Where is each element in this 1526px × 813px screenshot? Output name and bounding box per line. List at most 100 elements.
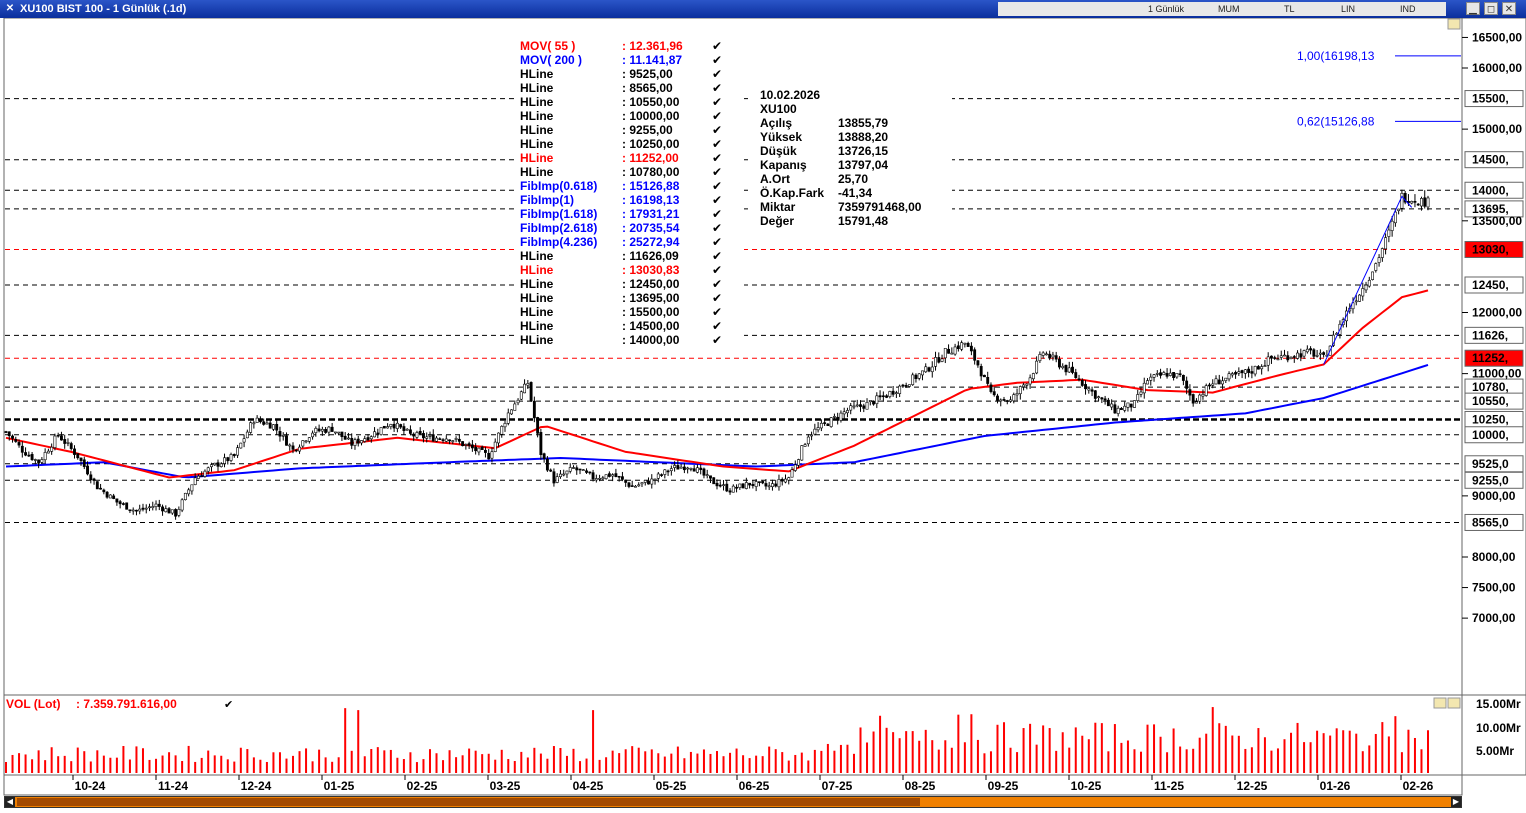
candle-body-210 xyxy=(689,468,693,470)
volume-bar-22 xyxy=(76,747,79,773)
volume-bar-46 xyxy=(155,758,158,773)
candle-194 xyxy=(637,482,641,487)
maximize-icon[interactable]: ◻ xyxy=(1484,2,1498,15)
candle-230 xyxy=(754,479,758,492)
info-value-4: 25,70 xyxy=(838,172,868,186)
candle-body-147 xyxy=(483,449,487,453)
horizontal-scrollbar[interactable]: ◀ ▶ xyxy=(4,796,1462,808)
candle-232 xyxy=(761,480,765,485)
hline-axis-label-9: 10550, xyxy=(1472,394,1509,408)
legend-check-icon-11[interactable]: ✔ xyxy=(712,193,722,207)
volume-panel-close-icon[interactable] xyxy=(1447,697,1461,709)
candle-body-188 xyxy=(617,475,621,478)
legend-value-10: : 15126,88 xyxy=(622,179,680,193)
candle-47 xyxy=(157,499,161,511)
scroll-right-icon[interactable]: ▶ xyxy=(1451,797,1461,807)
volume-bar-246 xyxy=(807,760,810,773)
candle-body-402 xyxy=(1315,354,1319,357)
volume-check-icon[interactable]: ✔ xyxy=(224,698,233,711)
legend-check-icon-8[interactable]: ✔ xyxy=(712,151,722,165)
close-icon[interactable]: ✕ xyxy=(5,3,15,14)
volume-bar-152 xyxy=(500,749,503,773)
candle-body-392 xyxy=(1283,354,1286,357)
candle-26 xyxy=(89,471,93,484)
legend-check-icon-2[interactable]: ✔ xyxy=(712,67,722,81)
toolbar-indicator[interactable]: IND xyxy=(1400,4,1416,14)
legend-check-icon-3[interactable]: ✔ xyxy=(712,81,722,95)
candle-body-419 xyxy=(1371,271,1374,280)
candle-55 xyxy=(183,492,187,501)
candle-199 xyxy=(653,478,657,485)
candle-body-421 xyxy=(1377,257,1381,263)
legend-check-icon-4[interactable]: ✔ xyxy=(712,95,722,109)
candle-388 xyxy=(1270,355,1273,364)
volume-bar-268 xyxy=(879,715,882,773)
legend-check-icon-17[interactable]: ✔ xyxy=(712,277,722,291)
legend-check-icon-21[interactable]: ✔ xyxy=(712,333,722,347)
legend-check-icon-20[interactable]: ✔ xyxy=(712,319,722,333)
price-tick-label-8: 7500,00 xyxy=(1472,581,1516,595)
hline-axis-marker-10: 10250, xyxy=(1464,410,1524,428)
legend-check-icon-14[interactable]: ✔ xyxy=(712,235,722,249)
candle-body-10 xyxy=(37,459,41,464)
toolbar-period[interactable]: 1 Günlük xyxy=(1148,4,1185,14)
volume-bar-330 xyxy=(1081,735,1084,773)
hline-axis-label-3: 13695, xyxy=(1472,202,1509,216)
candle-body-37 xyxy=(125,502,129,510)
candle-body-413 xyxy=(1351,302,1355,310)
toolbar-chart-type[interactable]: MUM xyxy=(1218,4,1240,14)
legend-check-icon-5[interactable]: ✔ xyxy=(712,109,722,123)
candle-372 xyxy=(1217,374,1221,385)
candle-body-161 xyxy=(529,382,533,402)
chart-toolbar[interactable]: 1 Günlük MUM TL LIN IND xyxy=(998,2,1446,16)
minimize-icon[interactable]: ▁ xyxy=(1466,2,1480,15)
candle-216 xyxy=(709,475,712,483)
scrollbar-thumb[interactable] xyxy=(17,798,920,806)
candle-369 xyxy=(1208,382,1211,390)
candle-258 xyxy=(846,407,849,418)
volume-bar-276 xyxy=(905,731,908,773)
legend-check-icon-10[interactable]: ✔ xyxy=(712,179,722,193)
legend-name-18: HLine xyxy=(520,291,554,305)
candle-14 xyxy=(50,443,54,455)
volume-bar-0 xyxy=(5,761,7,773)
candle-192 xyxy=(630,480,634,487)
legend-check-icon-19[interactable]: ✔ xyxy=(712,305,722,319)
legend-check-icon-16[interactable]: ✔ xyxy=(712,263,722,277)
legend-check-icon-18[interactable]: ✔ xyxy=(712,291,722,305)
volume-bar-38 xyxy=(128,759,131,773)
candle-433 xyxy=(1416,203,1420,206)
price-panel-button-icon[interactable] xyxy=(1447,18,1461,30)
window-close-icon[interactable]: ✕ xyxy=(1502,2,1516,15)
volume-bar-404 xyxy=(1322,733,1325,773)
candle-body-227 xyxy=(744,482,748,489)
candle-338 xyxy=(1106,397,1110,407)
legend-check-icon-9[interactable]: ✔ xyxy=(712,165,722,179)
candle-body-367 xyxy=(1201,393,1205,397)
scroll-left-icon[interactable]: ◀ xyxy=(5,797,15,807)
legend-check-icon-15[interactable]: ✔ xyxy=(712,249,722,263)
toolbar-scale[interactable]: LIN xyxy=(1341,4,1356,14)
hline-axis-box-0 xyxy=(1464,90,1524,108)
candle-397 xyxy=(1299,348,1303,362)
volume-panel-min-icon[interactable] xyxy=(1433,697,1447,709)
legend-check-icon-6[interactable]: ✔ xyxy=(712,123,722,137)
volume-bar-56 xyxy=(187,745,190,773)
candle-body-315 xyxy=(1031,373,1035,380)
candle-body-28 xyxy=(95,481,99,490)
toolbar-currency[interactable]: TL xyxy=(1284,4,1295,14)
legend-check-icon-13[interactable]: ✔ xyxy=(712,221,722,235)
legend-check-icon-7[interactable]: ✔ xyxy=(712,137,722,151)
legend-check-icon-0[interactable]: ✔ xyxy=(712,39,722,53)
volume-bar-138 xyxy=(455,757,458,773)
candle-body-207 xyxy=(679,466,683,469)
candlesticks-layer[interactable] xyxy=(4,189,1430,520)
candle-body-388 xyxy=(1270,355,1273,359)
legend-check-icon-1[interactable]: ✔ xyxy=(712,53,722,67)
candle-body-397 xyxy=(1299,353,1303,358)
volume-bar-216 xyxy=(709,753,712,773)
candle-57 xyxy=(190,484,194,495)
legend-value-20: : 14500,00 xyxy=(622,319,680,333)
legend-check-icon-12[interactable]: ✔ xyxy=(712,207,722,221)
